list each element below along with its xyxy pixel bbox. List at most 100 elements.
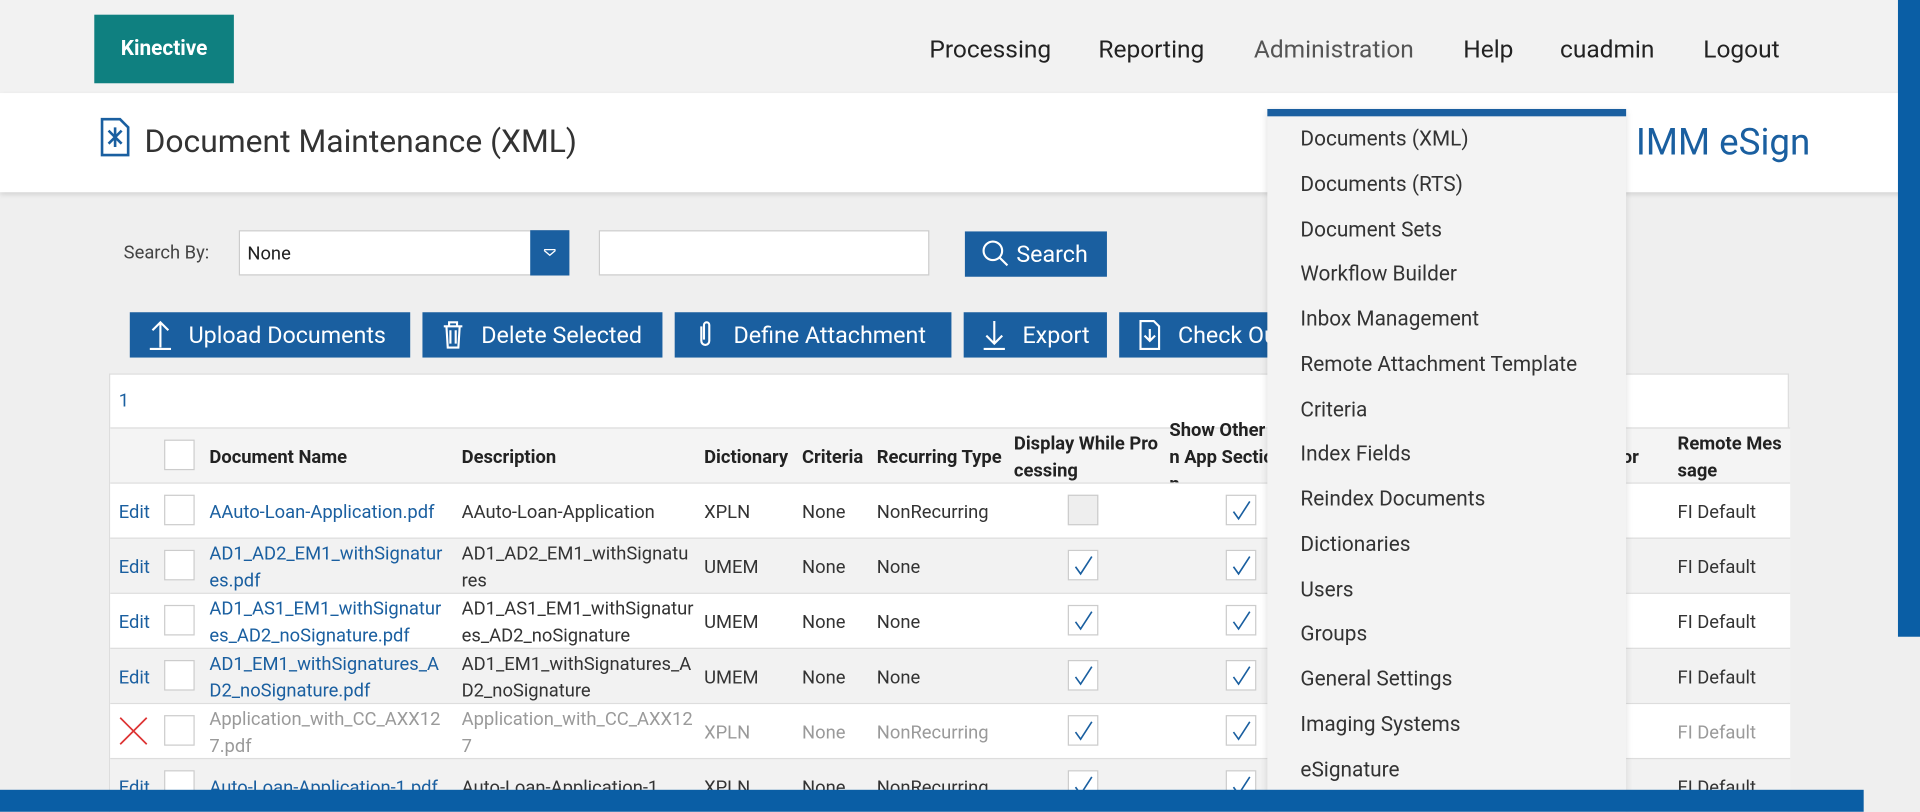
check-mark-svg — [1232, 556, 1251, 576]
check-mark — [1229, 664, 1253, 688]
menu-item[interactable]: Groups — [1300, 622, 1368, 647]
menu-item[interactable]: Imaging Systems — [1300, 712, 1461, 737]
scrollbar[interactable] — [1897, 0, 1920, 637]
cell-name[interactable]: AAuto-Loan-Application.pdf — [209, 500, 435, 523]
check-mark — [1229, 609, 1253, 633]
cell-name[interactable]: AD1_AD2_EM1_withSignatures.pdf — [209, 541, 443, 591]
row-checkbox[interactable] — [164, 715, 195, 746]
column-header: Show Other In App Section — [1169, 418, 1275, 494]
menu-item[interactable]: Documents (XML) — [1300, 127, 1469, 152]
display-checkbox — [1067, 604, 1099, 636]
action-icon-svg — [983, 321, 1005, 350]
nav-item[interactable]: Reporting — [1098, 34, 1205, 64]
show-checkbox — [1225, 494, 1257, 526]
menu-item[interactable]: Dictionaries — [1300, 532, 1411, 557]
action-icon — [689, 317, 721, 351]
check-mark-svg — [1232, 500, 1251, 521]
pagination[interactable]: 1 — [118, 389, 130, 412]
cell-remote: FI Default — [1677, 665, 1757, 688]
row-checkbox[interactable] — [164, 604, 195, 636]
search-button[interactable]: Search — [964, 231, 1107, 277]
nav-item[interactable]: Administration — [1253, 34, 1414, 64]
search-select[interactable]: None — [238, 230, 570, 276]
menu-item[interactable]: Inbox Management — [1300, 307, 1480, 332]
logo[interactable]: Kinective — [94, 14, 234, 84]
search-icon-svg — [982, 240, 1009, 267]
show-checkbox — [1225, 549, 1257, 581]
action-label: Upload Documents — [188, 320, 386, 349]
action-label: Delete Selected — [481, 320, 642, 349]
action-button[interactable]: Export — [963, 312, 1107, 358]
check-mark — [1071, 664, 1095, 688]
cell-dictionary: XPLN — [704, 500, 751, 523]
edit-link[interactable]: Edit — [118, 665, 150, 688]
cell-remote: FI Default — [1677, 720, 1757, 743]
delete-icon-svg — [119, 717, 148, 745]
column-header: Dictionary — [704, 445, 789, 468]
select-all[interactable] — [164, 439, 195, 471]
row-checkbox[interactable] — [164, 494, 195, 526]
edit-link[interactable]: Edit — [118, 555, 150, 578]
nav-item[interactable]: Logout — [1703, 34, 1780, 64]
show-checkbox — [1225, 715, 1257, 746]
select-arrow — [530, 230, 570, 276]
menu-item[interactable]: Documents (RTS) — [1300, 172, 1463, 197]
display-checkbox — [1067, 715, 1099, 746]
select-value: None — [247, 242, 291, 265]
cell-description: AD1_AD2_EM1_withSignatures — [461, 541, 689, 591]
display-checkbox — [1067, 494, 1099, 526]
select-arrow-svg — [543, 248, 556, 257]
menu-item[interactable]: Criteria — [1300, 397, 1368, 422]
check-mark — [1071, 719, 1095, 743]
menu-item[interactable]: Workflow Builder — [1300, 262, 1457, 287]
bottom-bar — [0, 789, 1864, 812]
menu-item[interactable]: Users — [1300, 577, 1354, 602]
check-mark — [1229, 498, 1253, 522]
row-checkbox[interactable] — [164, 660, 195, 691]
page-icon — [96, 114, 135, 161]
show-checkbox — [1225, 604, 1257, 636]
menu-item[interactable]: Document Sets — [1300, 217, 1443, 242]
search-icon — [980, 238, 1012, 270]
edit-link[interactable]: Edit — [118, 500, 150, 523]
check-mark-svg — [1074, 721, 1093, 741]
cell-criteria: None — [802, 500, 846, 523]
column-header: Remote Message — [1677, 431, 1782, 481]
action-icon-svg — [149, 320, 172, 350]
menu-item[interactable]: Index Fields — [1300, 442, 1411, 467]
action-button[interactable]: Upload Documents — [129, 312, 411, 358]
cell-recurring: None — [876, 610, 921, 633]
search-input[interactable] — [598, 230, 930, 276]
cell-name[interactable]: AD1_EM1_withSignatures_AD2_noSignature.p… — [209, 652, 440, 702]
action-icon — [978, 317, 1010, 351]
cell-recurring: NonRecurring — [876, 720, 989, 743]
check-mark-svg — [1074, 666, 1093, 686]
cell-name[interactable]: Application_with_CC_AXX127.pdf — [209, 707, 441, 757]
nav-item[interactable]: Processing — [929, 34, 1052, 64]
edit-link[interactable]: Edit — [118, 610, 150, 633]
action-label: Define Attachment — [733, 320, 926, 349]
row-checkbox[interactable] — [164, 549, 195, 581]
action-icon-svg — [700, 321, 711, 346]
menu-item[interactable]: General Settings — [1300, 667, 1453, 692]
menu-item[interactable]: eSignature — [1300, 757, 1400, 782]
nav-item[interactable]: Help — [1463, 34, 1514, 64]
nav-item[interactable]: cuadmin — [1560, 34, 1655, 64]
action-button[interactable]: Delete Selected — [422, 312, 663, 358]
column-header: Recurring Type — [876, 445, 1002, 468]
menu-item[interactable]: Remote Attachment Template — [1300, 352, 1578, 377]
search-button-label: Search — [1016, 240, 1088, 269]
check-mark — [1229, 719, 1253, 743]
column-header: Display While Processing — [1013, 431, 1159, 481]
cell-recurring: None — [876, 665, 921, 688]
menu-item[interactable]: Reindex Documents — [1300, 487, 1486, 512]
cell-remote: FI Default — [1677, 555, 1757, 578]
action-icon — [1134, 317, 1166, 351]
action-icon-svg — [1139, 319, 1161, 350]
cell-criteria: None — [802, 555, 846, 578]
product-name: IMM eSign — [1635, 121, 1811, 165]
action-button[interactable]: Define Attachment — [674, 312, 952, 358]
cell-name[interactable]: AD1_AS1_EM1_withSignatures_AD2_noSignatu… — [209, 596, 442, 646]
action-icon — [437, 317, 469, 351]
